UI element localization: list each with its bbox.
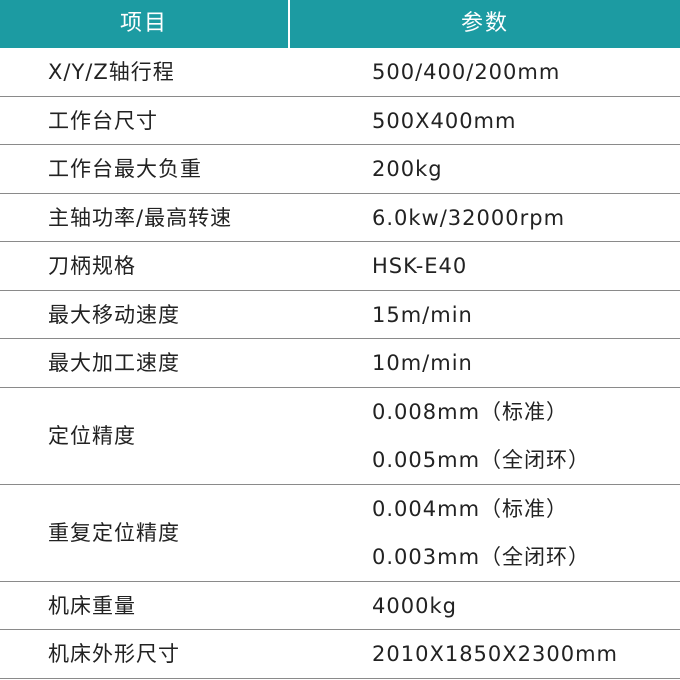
param-value: 4000kg xyxy=(372,593,457,618)
item-label: 机床重量 xyxy=(48,593,136,618)
item-label: 机床外形尺寸 xyxy=(48,642,180,667)
table-row: 机床外形尺寸 2010X1850X2300mm xyxy=(0,630,680,679)
header-divider xyxy=(288,0,290,48)
table-row: 最大移动速度 15m/min xyxy=(0,291,680,339)
param-value: 6.0kw/32000rpm xyxy=(372,205,566,230)
param-value: 500/400/200mm xyxy=(372,60,561,85)
param-value: 10m/min xyxy=(372,351,473,376)
param-value: HSK-E40 xyxy=(372,254,468,279)
param-value: 500X400mm xyxy=(372,108,517,133)
table-row: 刀柄规格 HSK-E40 xyxy=(0,242,680,291)
param-value: 15m/min xyxy=(372,302,473,327)
param-value: 0.005mm（全闭环） xyxy=(372,448,591,473)
table-row: 最大加工速度 10m/min xyxy=(0,339,680,388)
table-row: X/Y/Z轴行程 500/400/200mm xyxy=(0,48,680,97)
item-label: 最大加工速度 xyxy=(48,351,180,376)
param-value: 200kg xyxy=(372,157,443,182)
item-label: 刀柄规格 xyxy=(48,254,136,279)
item-label: 工作台尺寸 xyxy=(48,108,158,133)
item-label: X/Y/Z轴行程 xyxy=(48,60,175,85)
table-row: 工作台最大负重 200kg xyxy=(0,145,680,194)
item-label: 重复定位精度 xyxy=(48,521,180,545)
table-row: 主轴功率/最高转速 6.0kw/32000rpm xyxy=(0,194,680,242)
table-header: 项目 参数 xyxy=(0,0,680,48)
param-value: 2010X1850X2300mm xyxy=(372,642,619,667)
item-label: 最大移动速度 xyxy=(48,302,180,327)
table-row: 机床重量 4000kg xyxy=(0,582,680,630)
param-value: 0.003mm（全闭环） xyxy=(372,545,591,570)
param-value: 0.004mm（标准） xyxy=(372,496,569,521)
header-cell: 参数 xyxy=(460,11,509,36)
table-row: 定位精度 0.008mm（标准） 0.005mm（全闭环） xyxy=(0,388,680,485)
param-value: 0.008mm（标准） xyxy=(372,399,569,424)
table-row: 重复定位精度 0.004mm（标准） 0.003mm（全闭环） xyxy=(0,485,680,582)
table-row: 工作台尺寸 500X400mm xyxy=(0,97,680,145)
item-label: 主轴功率/最高转速 xyxy=(48,205,233,230)
header-cell: 项目 xyxy=(119,11,168,36)
item-label: 工作台最大负重 xyxy=(48,157,202,182)
item-label: 定位精度 xyxy=(48,424,136,448)
